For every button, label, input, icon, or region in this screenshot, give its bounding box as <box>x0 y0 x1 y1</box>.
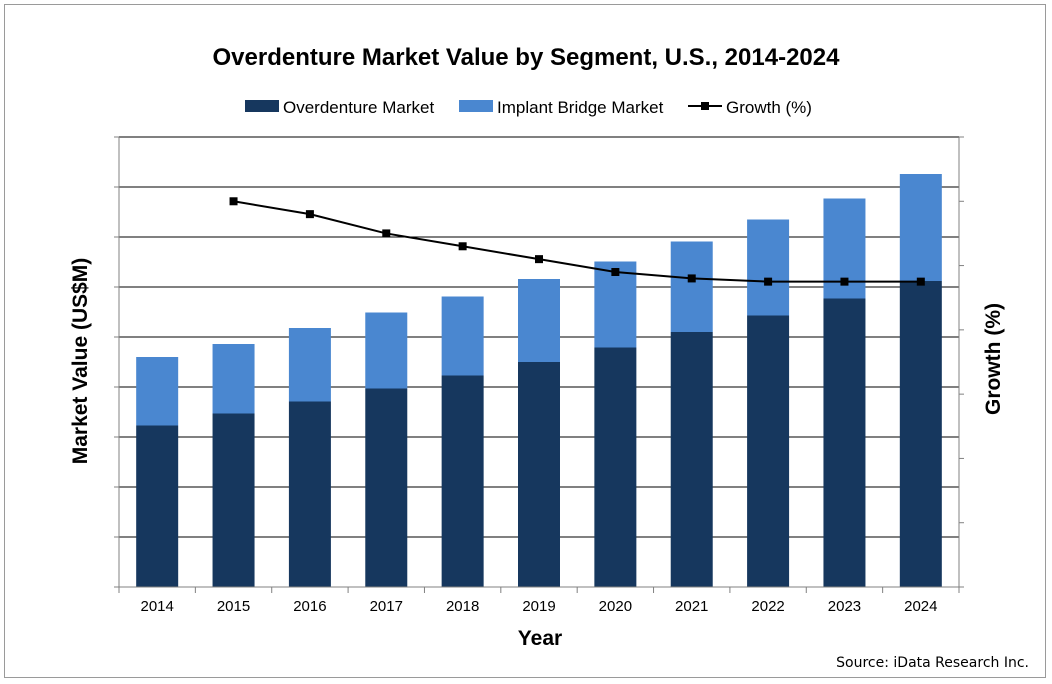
bar-overdenture-2019 <box>518 362 560 587</box>
bar-implant-bridge-2016 <box>288 328 331 402</box>
bar-implant-bridge-2024 <box>899 174 942 281</box>
bar-overdenture-2016 <box>288 401 331 587</box>
bar-overdenture-2014 <box>136 425 179 587</box>
growth-marker <box>535 255 543 264</box>
bar-implant-bridge-2017 <box>365 312 408 389</box>
growth-marker <box>687 274 696 283</box>
growth-line <box>233 200 921 283</box>
legend-label-growth: Growth (%) <box>726 98 812 117</box>
bar-implant-bridge-2015 <box>212 344 255 414</box>
growth-marker <box>916 277 925 286</box>
legend-swatch-overdenture <box>245 100 279 112</box>
growth-marker <box>840 277 849 286</box>
x-tick-label: 2016 <box>293 598 326 615</box>
x-tick-label: 2021 <box>675 598 708 615</box>
chart-frame: Overdenture Market Value by Segment, U.S… <box>4 4 1046 678</box>
growth-marker <box>382 229 391 238</box>
x-tick-label: 2022 <box>751 598 784 615</box>
bars <box>136 174 942 587</box>
growth-marker <box>305 210 314 219</box>
legend-marker-growth <box>701 102 709 110</box>
bar-overdenture-2023 <box>823 298 866 587</box>
bar-overdenture-2015 <box>212 413 255 587</box>
bar-overdenture-2020 <box>594 347 637 587</box>
legend: Overdenture Market Implant Bridge Market… <box>245 98 812 117</box>
growth-marker <box>229 197 238 206</box>
bar-implant-bridge-2014 <box>136 357 179 426</box>
bar-implant-bridge-2019 <box>518 279 560 362</box>
x-tick-label: 2018 <box>446 598 479 615</box>
x-tick-label: 2015 <box>217 598 250 615</box>
bar-overdenture-2017 <box>365 388 408 587</box>
y-axis-title: Market Value (US$M) <box>69 258 92 465</box>
legend-label-implant-bridge: Implant Bridge Market <box>497 98 664 117</box>
legend-swatch-implant-bridge <box>459 100 493 112</box>
bar-overdenture-2024 <box>899 281 942 587</box>
bar-implant-bridge-2022 <box>747 219 790 316</box>
chart-title: Overdenture Market Value by Segment, U.S… <box>213 44 841 71</box>
x-tick-label: 2014 <box>140 598 173 615</box>
bar-overdenture-2018 <box>441 375 484 587</box>
bar-implant-bridge-2018 <box>441 296 484 376</box>
x-tick-label: 2019 <box>522 598 555 615</box>
chart-svg: Overdenture Market Value by Segment, U.S… <box>69 44 1029 671</box>
x-tick-label: 2020 <box>599 598 632 615</box>
x-tick-label: 2024 <box>904 598 937 615</box>
bar-implant-bridge-2021 <box>670 241 713 332</box>
x-tick-labels: 2014 2015 2016 2017 2018 2019 2020 2021 2022 2023… <box>140 598 937 615</box>
growth-marker <box>458 242 467 251</box>
growth-marker <box>764 277 773 286</box>
bar-overdenture-2021 <box>670 332 713 587</box>
x-tick-label: 2017 <box>370 598 403 615</box>
x-axis-title: Year <box>518 627 562 650</box>
legend-label-overdenture: Overdenture Market <box>283 98 434 117</box>
y2-axis-title: Growth (%) <box>982 303 1005 415</box>
growth-marker <box>611 268 620 276</box>
bar-overdenture-2022 <box>747 315 790 587</box>
growth-line-group <box>229 197 925 286</box>
x-tick-label: 2023 <box>828 598 861 615</box>
axes <box>114 136 964 593</box>
source-note: Source: iData Research Inc. <box>836 655 1029 671</box>
